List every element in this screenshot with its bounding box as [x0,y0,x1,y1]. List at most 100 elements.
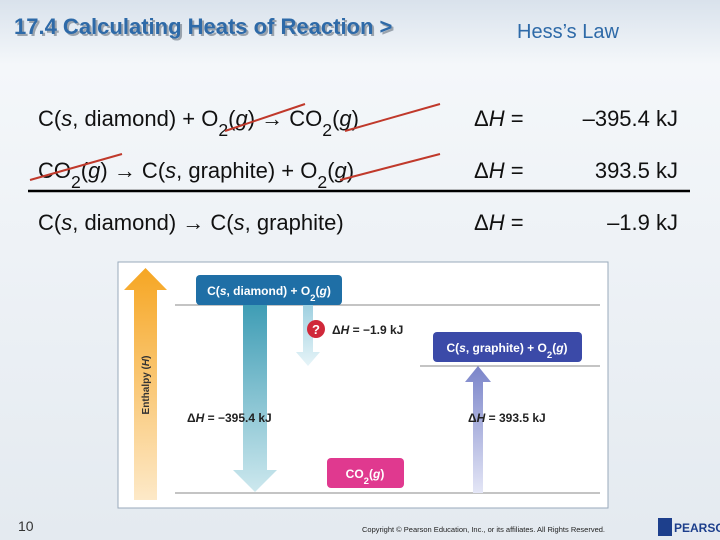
delta-h-value: –1.9 kJ [607,210,678,235]
cancel [344,103,441,132]
text-run: 2 [547,350,552,361]
text-run: s [61,210,72,235]
delta-h-label: ΔH = −395.4 kJ [187,411,272,425]
text-run: ( [332,106,340,131]
text-run: = [505,106,524,131]
text-run: , graphite) [245,210,344,235]
text-run: , graphite) + O [466,341,547,355]
title-shadow: 17.4 Calculating Heats of Reaction > [16,16,394,41]
text-run: ) [347,158,354,183]
text-run: ) [564,341,568,355]
enthalpy-diagram: ? [117,261,609,509]
text-run: H [489,158,505,183]
text-run: ( [316,284,320,298]
state-box [196,275,342,305]
state-label: CO2(g) [346,467,385,487]
text-run: 2 [310,293,315,304]
delta-h: ΔH = [474,210,524,235]
text-run: Δ [474,106,489,131]
text-run: CO [346,467,364,481]
question-icon [307,320,325,338]
text-run: Δ [474,158,489,183]
text-run: = 393.5 kJ [485,411,545,425]
text-run: g [339,106,352,131]
text-run: , graphite) + O [176,158,317,183]
text-run: s [220,284,227,298]
state-label: C(s, graphite) + O2(g) [446,341,567,361]
text-run: ) [327,284,331,298]
text-run: , diamond) + O [227,284,311,298]
text-run: , diamond) → C( [72,210,234,235]
logo: PEARSON [674,521,720,535]
cancel [339,153,441,181]
reaction: CO2(g) → C(s, graphite) + O2(g) [38,158,354,192]
text-run: C( [38,106,62,131]
text-run: s [234,210,245,235]
text-run: = [505,210,524,235]
enthalpy-arrow [124,268,167,500]
text-run: g [319,284,328,298]
text-run: 2 [317,172,327,192]
delta-h-label: ΔH = 393.5 kJ [468,411,546,425]
diagram-labels: Enthalpy (H)C(s, diamond) + O2(g)C(s, gr… [141,284,568,487]
text-run: H [141,358,152,366]
text-run: ( [228,106,236,131]
delta-h-value: 393.5 kJ [595,158,678,183]
text-run: ) → C( [100,158,165,183]
text-run: Δ [187,411,196,425]
text-run: ( [327,158,335,183]
state-box [327,458,404,488]
text-run: C( [207,284,220,298]
logo-mark [658,518,672,536]
cancel [29,153,123,181]
text-run: ( [81,158,89,183]
text-run: H [489,210,505,235]
text-run: ) [141,356,152,359]
text-run: Enthalpy ( [141,365,152,414]
text-run: s [61,106,72,131]
delta-h-value: –395.4 kJ [583,106,678,131]
text-run: = −1.9 kJ [349,323,403,337]
text-run: s [165,158,176,183]
subtitle: Hess’s Law [517,21,619,43]
text-run: ( [552,341,556,355]
arrow-down [233,305,277,492]
text-run: H [341,323,350,337]
delta-h: ΔH = [474,106,524,131]
text-run: Δ [474,210,489,235]
page-number: 10 [18,518,34,534]
text-run: 2 [71,172,81,192]
text-run: C( [38,210,62,235]
title: 17.4 Calculating Heats of Reaction > [14,14,392,39]
text-run: ) [380,467,384,481]
text-run: H [196,411,205,425]
text-run: H [489,106,505,131]
text-run: = [505,158,524,183]
text-run: , diamond) + O [72,106,218,131]
reaction: C(s, diamond) → C(s, graphite) [38,210,344,235]
text-run: Δ [468,411,477,425]
text-run: ( [369,467,373,481]
question-mark: ? [312,322,320,337]
text-run: 2 [322,120,332,140]
state-box [433,332,582,362]
arrow-up [465,366,491,493]
text-run: C( [446,341,459,355]
text-run: g [555,341,564,355]
cancel-marks [29,103,441,181]
text-run: g [372,467,381,481]
text-run: Δ [332,323,341,337]
text-run: 2 [364,476,369,487]
axis-label: Enthalpy (H) [141,356,152,415]
text-run: s [459,341,466,355]
copyright: Copyright © Pearson Education, Inc., or … [362,525,605,534]
text-run: = −395.4 kJ [204,411,271,425]
text-run: g [88,158,101,183]
delta-h-label: ΔH = −1.9 kJ [332,323,403,337]
state-label: C(s, diamond) + O2(g) [207,284,331,304]
text-run: g [335,158,348,183]
text-run: H [477,411,486,425]
arrow-down-small [296,305,320,366]
delta-h: ΔH = [474,158,524,183]
